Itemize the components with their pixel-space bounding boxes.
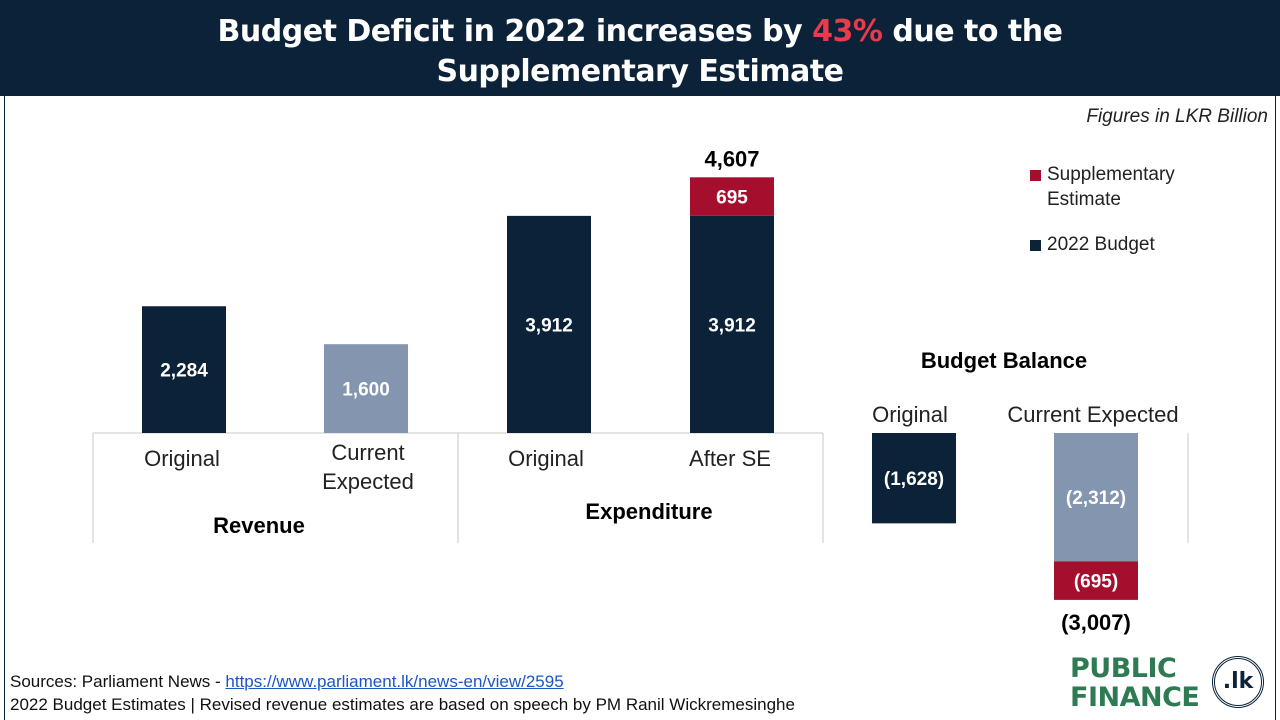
expenditure-bar <box>507 215 591 433</box>
group-label: Revenue <box>213 513 305 538</box>
title-banner <box>0 0 1280 96</box>
balance-bar <box>1054 433 1138 562</box>
legend-swatch-navy <box>1030 240 1041 251</box>
chart-frame <box>4 96 1276 720</box>
logo-line-1: PUBLIC <box>1070 653 1177 684</box>
logo-line-2: FINANCE <box>1070 682 1200 713</box>
title-text-1: Budget Deficit in 2022 increases by <box>217 14 813 49</box>
category-label: Expected <box>322 469 414 494</box>
category-label: Original <box>508 446 584 471</box>
expenditure-bar <box>690 215 774 433</box>
legend-item-budget: 2022 Budget <box>1030 232 1227 257</box>
bar-value-label: 2,284 <box>160 361 208 382</box>
title-line-2: Supplementary Estimate <box>436 54 844 89</box>
legend-label: Supplementary Estimate <box>1047 164 1175 210</box>
bar-value-label: (1,628) <box>884 469 944 490</box>
bar-value-label: 695 <box>716 188 748 209</box>
page-title: Budget Deficit in 2022 increases by 43% … <box>0 12 1280 92</box>
public-finance-logo: PUBLIC FINANCE .lk <box>1070 654 1270 716</box>
units-note: Figures in LKR Billion <box>1086 106 1268 127</box>
category-label: Current Expected <box>1007 402 1178 427</box>
balance-bar <box>872 433 956 524</box>
sources-line: Sources: Parliament News - https://www.p… <box>10 672 564 692</box>
legend: Supplementary Estimate 2022 Budget <box>1030 162 1227 277</box>
legend-label: 2022 Budget <box>1047 234 1155 255</box>
bar-value-label: 3,912 <box>708 315 756 336</box>
group-label: Expenditure <box>585 499 712 524</box>
title-text-2: due to the <box>882 14 1063 49</box>
revenue-bar <box>142 306 226 433</box>
bar-value-label: (695) <box>1074 572 1118 593</box>
category-label: Current <box>331 440 404 465</box>
total-label: 4,607 <box>704 146 759 171</box>
category-label: Original <box>872 402 948 427</box>
category-label: After SE <box>689 446 771 471</box>
total-label: (3,007) <box>1061 610 1131 635</box>
revenue-bar <box>324 344 408 433</box>
group-label: Budget Balance <box>921 348 1087 373</box>
bar-value-label: 1,600 <box>342 380 390 401</box>
logo-wordmark: PUBLIC FINANCE <box>1070 653 1200 713</box>
bar-value-label: 3,912 <box>525 315 573 336</box>
legend-swatch-red <box>1030 170 1041 181</box>
title-highlight: 43% <box>812 14 883 49</box>
sources-link[interactable]: https://www.parliament.lk/news-en/view/2… <box>225 672 564 691</box>
supplementary-bar <box>1054 561 1138 600</box>
category-label: Original <box>144 446 220 471</box>
legend-item-supplementary: Supplementary Estimate <box>1030 162 1227 212</box>
sources-prefix: Sources: Parliament News - <box>10 672 226 691</box>
bar-value-label: (2,312) <box>1066 488 1126 509</box>
supplementary-bar <box>690 177 774 216</box>
footnote: 2022 Budget Estimates | Revised revenue … <box>10 695 795 714</box>
logo-badge: .lk <box>1212 656 1264 708</box>
